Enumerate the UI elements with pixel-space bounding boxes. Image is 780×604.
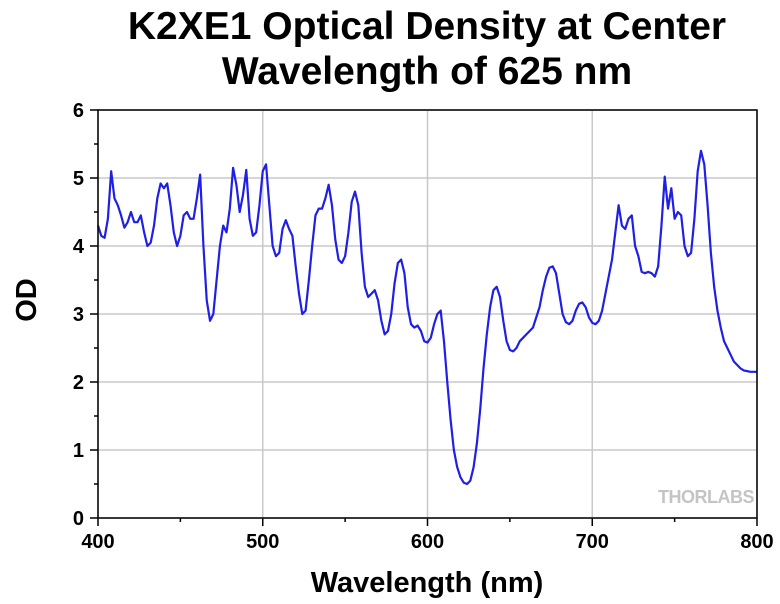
y-tick-label: 3	[73, 304, 84, 326]
watermark: THORLABS	[658, 487, 754, 507]
y-tick-label: 6	[73, 100, 84, 122]
x-tick-label: 600	[411, 531, 444, 553]
y-tick-label: 5	[73, 168, 84, 190]
y-tick-label: 0	[73, 508, 84, 530]
x-tick-label: 400	[81, 531, 114, 553]
x-tick-label: 800	[740, 531, 773, 553]
y-tick-label: 1	[73, 440, 84, 462]
y-axis-label: OD	[11, 278, 43, 322]
x-tick-label: 500	[246, 531, 279, 553]
x-axis-label: Wavelength (nm)	[311, 567, 544, 599]
y-tick-label: 2	[73, 372, 84, 394]
data-line	[96, 149, 757, 486]
plot-frame	[97, 109, 758, 519]
y-tick-label: 4	[73, 236, 85, 258]
chart-title: K2XE1 Optical Density at Center Waveleng…	[127, 5, 727, 93]
x-tick-label: 700	[576, 531, 609, 553]
